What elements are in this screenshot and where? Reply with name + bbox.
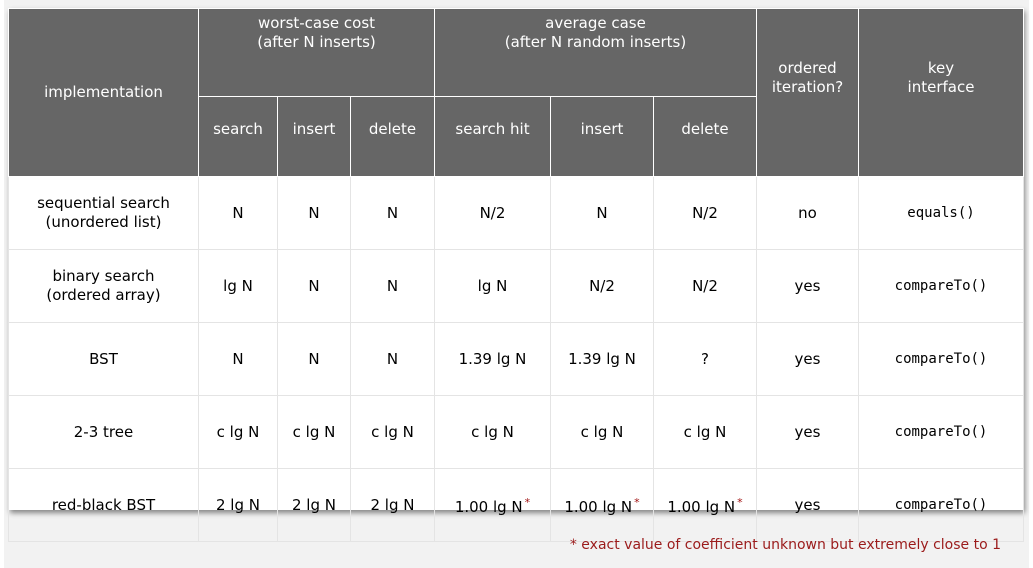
average-case-value: 1.00 lg N bbox=[564, 498, 633, 516]
worst-case-cell: c lg N bbox=[198, 395, 278, 469]
header-average-case-line1: average case bbox=[545, 14, 646, 32]
average-case-value: 1.39 lg N bbox=[568, 349, 636, 368]
header-ordered-line1: ordered bbox=[778, 59, 837, 77]
ordered-iteration-cell: yes bbox=[756, 249, 859, 323]
header-implementation: implementation bbox=[8, 8, 199, 177]
symbol-table-comparison: implementation worst-case cost (after N … bbox=[8, 8, 1024, 542]
average-case-value: 1.00 lg N bbox=[667, 498, 736, 516]
average-case-value: c lg N bbox=[683, 422, 727, 441]
key-interface-cell: compareTo() bbox=[858, 395, 1024, 469]
implementation-name-line: binary search bbox=[52, 267, 155, 285]
implementation-cell: 2-3 tree bbox=[8, 395, 199, 469]
worst-case-cell: 2 lg N bbox=[350, 468, 435, 542]
header-worst-case-line1: worst-case cost bbox=[257, 14, 376, 32]
average-case-value: 1.00 lg N bbox=[454, 498, 523, 516]
worst-case-cell: N bbox=[277, 176, 351, 250]
average-case-cell: N bbox=[550, 176, 654, 250]
table-row: sequential search (unordered list) N N N N/2 N… bbox=[8, 176, 1024, 250]
average-case-cell: N/2 bbox=[434, 176, 551, 250]
footnote-marker: * bbox=[634, 496, 640, 509]
worst-case-cell: c lg N bbox=[350, 395, 435, 469]
table-row: BST N N N 1.39 lg N 1.39 lg N? yes compareTo() bbox=[8, 322, 1024, 396]
average-case-cell: c lg N bbox=[434, 395, 551, 469]
implementation-cell: BST bbox=[8, 322, 199, 396]
footnote: * exact value of coefficient unknown but… bbox=[569, 537, 1001, 553]
worst-case-cell: N bbox=[350, 249, 435, 323]
average-case-cell: 1.39 lg N bbox=[550, 322, 654, 396]
average-case-value: N/2 bbox=[589, 276, 615, 295]
header-ordered-line2: iteration? bbox=[771, 78, 844, 96]
worst-case-cell: c lg N bbox=[277, 395, 351, 469]
ordered-iteration-cell: yes bbox=[756, 322, 859, 396]
key-interface-cell: compareTo() bbox=[858, 322, 1024, 396]
average-case-cell: c lg N bbox=[550, 395, 654, 469]
average-case-cell: 1.39 lg N bbox=[434, 322, 551, 396]
worst-case-cell: N bbox=[350, 322, 435, 396]
average-case-cell: 1.00 lg N * bbox=[550, 468, 654, 542]
header-key-line1: key bbox=[927, 59, 955, 77]
worst-case-cell: N bbox=[277, 249, 351, 323]
header-ordered-iteration: ordered iteration? bbox=[756, 8, 859, 177]
average-case-cell: 1.00 lg N * bbox=[653, 468, 757, 542]
footnote-marker: * bbox=[524, 496, 531, 509]
implementation-name-line: (ordered array) bbox=[46, 286, 161, 304]
worst-case-cell: N bbox=[198, 322, 278, 396]
average-case-cell: lg N bbox=[434, 249, 551, 323]
header-worst-case: worst-case cost (after N inserts) bbox=[198, 8, 435, 97]
average-case-value: c lg N bbox=[580, 422, 624, 441]
average-case-cell: N/2 bbox=[550, 249, 654, 323]
subheader-worst-search: search bbox=[198, 96, 278, 177]
implementation-name-line: BST bbox=[89, 349, 118, 368]
implementation-name-line: red-black BST bbox=[51, 495, 156, 514]
header-average-case-line2: (after N random inserts) bbox=[504, 33, 687, 51]
average-case-cell: ? bbox=[653, 322, 757, 396]
implementation-name-line: (unordered list) bbox=[45, 213, 162, 231]
ordered-iteration-cell: yes bbox=[756, 468, 859, 542]
implementation-cell: binary search (ordered array) bbox=[8, 249, 199, 323]
header-key-interface: key interface bbox=[858, 8, 1024, 177]
average-case-value: c lg N bbox=[471, 422, 514, 441]
average-case-cell: c lg N bbox=[653, 395, 757, 469]
ordered-iteration-cell: yes bbox=[756, 395, 859, 469]
subheader-worst-delete: delete bbox=[350, 96, 435, 177]
implementation-cell: sequential search (unordered list) bbox=[8, 176, 199, 250]
key-interface-cell: compareTo() bbox=[858, 468, 1024, 542]
average-case-value: lg N bbox=[477, 276, 508, 295]
average-case-value: N/2 bbox=[692, 276, 718, 295]
header-worst-case-line2: (after N inserts) bbox=[257, 33, 376, 51]
average-case-value: ? bbox=[701, 349, 709, 368]
ordered-iteration-cell: no bbox=[756, 176, 859, 250]
average-case-value: N/2 bbox=[692, 203, 718, 222]
key-interface-cell: compareTo() bbox=[858, 249, 1024, 323]
worst-case-cell: 2 lg N bbox=[198, 468, 278, 542]
average-case-cell: N/2 bbox=[653, 249, 757, 323]
worst-case-cell: N bbox=[198, 176, 278, 250]
footnote-marker: * bbox=[737, 496, 743, 509]
worst-case-cell: N bbox=[277, 322, 351, 396]
average-case-value: N/2 bbox=[479, 203, 506, 222]
implementation-cell: red-black BST bbox=[8, 468, 199, 542]
implementation-name-line: sequential search bbox=[37, 194, 170, 212]
subheader-worst-insert: insert bbox=[277, 96, 351, 177]
header-average-case: average case (after N random inserts) bbox=[434, 8, 757, 97]
average-case-value: 1.39 lg N bbox=[458, 349, 527, 368]
average-case-value: N bbox=[596, 203, 608, 222]
worst-case-cell: 2 lg N bbox=[277, 468, 351, 542]
subheader-avg-search-hit: search hit bbox=[434, 96, 551, 177]
subheader-avg-insert: insert bbox=[550, 96, 654, 177]
key-interface-cell: equals() bbox=[858, 176, 1024, 250]
subheader-avg-delete: delete bbox=[653, 96, 757, 177]
worst-case-cell: N bbox=[350, 176, 435, 250]
worst-case-cell: lg N bbox=[198, 249, 278, 323]
average-case-cell: N/2 bbox=[653, 176, 757, 250]
header-key-line2: interface bbox=[907, 78, 975, 96]
table-body: sequential search (unordered list) N N N N/2 N… bbox=[8, 176, 1024, 542]
comparison-table: implementation worst-case cost (after N … bbox=[8, 8, 1024, 542]
implementation-name-line: 2-3 tree bbox=[73, 422, 134, 441]
average-case-cell: 1.00 lg N * bbox=[434, 468, 551, 542]
